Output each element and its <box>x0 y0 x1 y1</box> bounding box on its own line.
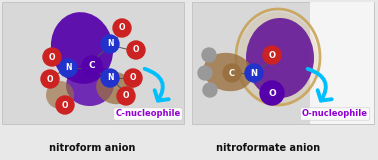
Text: O: O <box>133 45 139 55</box>
Ellipse shape <box>246 18 314 98</box>
Circle shape <box>101 69 119 87</box>
Ellipse shape <box>96 72 134 104</box>
Text: O: O <box>49 52 55 61</box>
Circle shape <box>56 96 74 114</box>
Circle shape <box>117 87 135 105</box>
Text: O: O <box>47 75 53 84</box>
Text: O: O <box>62 100 68 109</box>
Circle shape <box>245 64 263 82</box>
Text: O: O <box>268 88 276 97</box>
Circle shape <box>203 83 217 97</box>
Text: nitroformate anion: nitroformate anion <box>216 143 320 153</box>
Text: N: N <box>107 40 113 48</box>
Ellipse shape <box>203 53 253 91</box>
Text: C: C <box>89 61 95 71</box>
Text: C-nucleophile: C-nucleophile <box>115 109 181 119</box>
FancyBboxPatch shape <box>310 2 374 124</box>
Ellipse shape <box>51 12 113 84</box>
Text: C: C <box>229 68 235 77</box>
Text: O: O <box>123 92 129 100</box>
Circle shape <box>82 56 102 76</box>
Circle shape <box>198 66 212 80</box>
Circle shape <box>113 19 131 37</box>
FancyBboxPatch shape <box>2 2 184 124</box>
Circle shape <box>41 70 59 88</box>
Text: N: N <box>65 64 71 72</box>
Circle shape <box>43 48 61 66</box>
Text: nitroform anion: nitroform anion <box>49 143 135 153</box>
Circle shape <box>101 35 119 53</box>
Ellipse shape <box>46 81 74 109</box>
FancyArrowPatch shape <box>308 69 332 101</box>
Text: O-nucleophile: O-nucleophile <box>302 109 368 119</box>
Circle shape <box>263 46 281 64</box>
Circle shape <box>127 41 145 59</box>
Circle shape <box>223 64 241 82</box>
Circle shape <box>124 69 142 87</box>
Text: O: O <box>268 51 276 60</box>
FancyArrowPatch shape <box>145 69 169 101</box>
Text: O: O <box>130 73 136 83</box>
Ellipse shape <box>66 64 114 106</box>
Text: O: O <box>119 24 125 32</box>
Circle shape <box>59 59 77 77</box>
Ellipse shape <box>238 12 318 104</box>
Circle shape <box>260 81 284 105</box>
Circle shape <box>202 48 216 62</box>
Text: N: N <box>107 73 113 83</box>
FancyBboxPatch shape <box>192 2 374 124</box>
Text: N: N <box>251 68 257 77</box>
